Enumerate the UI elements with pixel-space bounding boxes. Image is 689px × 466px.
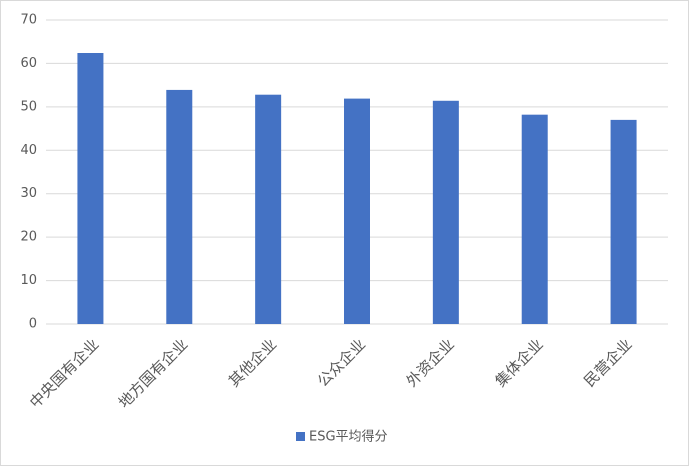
y-tick-label: 20 <box>20 230 37 245</box>
bar <box>521 114 548 324</box>
bar <box>610 119 637 324</box>
y-tick-label: 60 <box>20 56 37 71</box>
y-tick-label: 0 <box>29 317 37 332</box>
bar <box>344 98 370 324</box>
bar <box>432 100 459 324</box>
y-tick-label: 10 <box>20 273 37 288</box>
y-tick-label: 70 <box>20 13 37 28</box>
legend-swatch <box>296 432 305 441</box>
y-tick-label: 40 <box>20 143 37 158</box>
bar <box>77 53 104 325</box>
y-tick-label: 30 <box>20 186 37 201</box>
y-tick-label: 50 <box>20 99 37 114</box>
bar <box>166 89 193 324</box>
legend-label: ESG平均得分 <box>309 429 388 445</box>
bar <box>255 94 282 324</box>
